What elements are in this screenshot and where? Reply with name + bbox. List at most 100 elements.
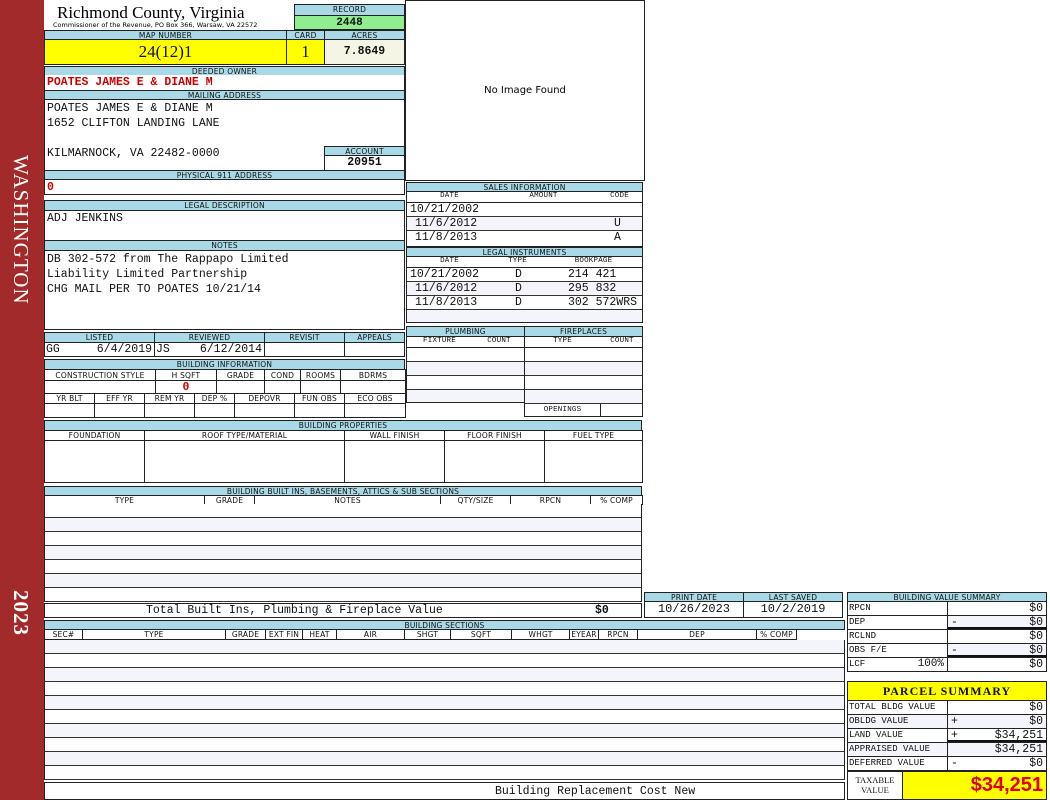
sections-row [44,738,845,752]
sections-col: EYEAR [569,629,599,640]
bvs-label-cell: RPCN [847,601,948,616]
bi-cell [340,380,406,394]
bvs-row-label: RCLND [849,631,877,641]
plumbing-col-count: COUNT [472,337,524,348]
properties-cell [44,440,145,483]
bi-cell [234,403,295,418]
summary-row-label: TOTAL BLDG VALUE [847,700,948,715]
instr-col-book: BOOKPAGE [543,257,642,268]
bi-cell [44,380,156,394]
builtins-row [44,518,642,532]
notes-line: DB 302-572 from The Rappapo Limited [47,253,289,266]
properties-cell [544,440,643,483]
bi-cell [194,403,235,418]
sections-row [44,696,845,710]
sections-col: SQFT [450,629,512,640]
instr-book: 214 421 [568,268,617,281]
lcf-percent: 100% [917,658,944,670]
builtins-row [44,504,642,518]
bvs-value: $0 [1029,658,1043,671]
map-number: 24(12)1 [44,39,287,65]
sections-col: EXT FIN [265,629,303,640]
fireplace-row [525,390,642,404]
reviewed-date: 6/12/2014 [199,343,262,356]
reviewed-cell: JS 6/12/2014 [154,342,265,357]
sections-row [44,724,845,738]
summary-row-label: LAND VALUE [847,728,948,743]
district-label: WASHINGTON [9,155,33,305]
sales-row: 11/8/2013 A [407,231,642,246]
plumbing-row [407,362,524,376]
instrument-row: 11/8/2013 D 302 572WRS [407,296,642,310]
builtins-total-label: Total Built Ins, Plumbing & Fireplace Va… [146,604,443,617]
summary-value-cell: + $34,251 [947,728,1047,743]
last-saved-date: 10/2/2019 [743,601,843,618]
bvs-label-cell: OBS F/E [847,643,948,658]
acres-value: 7.8649 [324,39,405,65]
sections-col: DEP [637,629,757,640]
mailing-line2: 1652 CLIFTON LANDING LANE [47,117,220,130]
builtins-total-row: Total Built Ins, Plumbing & Fireplace Va… [44,603,642,618]
instr-date: 10/21/2002 [410,268,480,281]
listed-date: 6/4/2019 [96,343,152,356]
bi-cell [344,403,406,418]
sections-col: RPCN [598,629,638,640]
listed-cell: GG 6/4/2019 [44,342,155,357]
properties-cell [144,440,345,483]
bvs-operator: - [951,644,958,657]
account-number: 20951 [324,155,405,171]
appeals-cell [344,342,405,357]
instrument-row: 10/21/2002 D 214 421 [407,268,642,282]
summary-row-label: OBLDG VALUE [847,714,948,729]
summary-value: $34,251 [994,743,1043,756]
properties-cell [344,440,445,483]
summary-operator: + [951,729,958,742]
mailing-line1: POATES JAMES E & DIANE M [47,102,213,115]
bvs-row-label: LCF [849,659,866,669]
summary-value-cell: - $0 [947,756,1047,771]
sidebar: WASHINGTON 2023 [0,0,44,800]
instr-book: 302 572WRS [568,296,638,309]
county-subtitle: Commissioner of the Revenue, PO Box 366,… [53,21,258,29]
summary-value: $0 [1029,701,1043,714]
bvs-value: $0 [1029,616,1043,629]
summary-value-cell: $0 [947,700,1047,715]
sales-table: DATE AMOUNT CODE 10/21/2002 11/6/2012 U 1… [406,191,643,247]
parcel-summary-title: PARCEL SUMMARY [847,681,1047,701]
no-image-text: No Image Found [484,85,566,96]
summary-row-label: APPRAISED VALUE [847,742,948,757]
bi-cell [300,380,341,394]
bvs-row-label: DEP [849,617,866,627]
fireplaces-table: TYPE COUNT OPENINGS [524,336,643,417]
sale-code: A [614,231,621,244]
bvs-value: $0 [1029,602,1043,615]
year-label: 2023 [9,590,33,636]
sections-col: HEAT [302,629,337,640]
plumbing-row [407,376,524,390]
bvs-value-cell: $0 [947,601,1047,616]
summary-value: $0 [1029,757,1043,770]
builtins-total-value: $0 [595,604,609,617]
summary-value: $0 [1029,715,1043,728]
summary-value-cell: $34,251 [947,742,1047,757]
sections-row [44,682,845,696]
sections-col: AIR [336,629,405,640]
print-date: 10/26/2023 [644,601,744,618]
sections-row [44,654,845,668]
fireplace-col-count: COUNT [600,337,642,348]
plumbing-row [407,390,524,402]
builtins-row [44,574,642,588]
bvs-value: $0 [1029,630,1043,643]
sections-col: WHGT [511,629,570,640]
sale-code: U [614,217,621,230]
sections-col: % COMP [756,629,797,640]
instrument-row [407,310,642,322]
notes-line: CHG MAIL PER TO POATES 10/21/14 [47,283,261,296]
fireplace-row [525,362,642,376]
bvs-value: $0 [1029,644,1043,657]
sections-row [44,766,845,780]
sales-col-code: CODE [595,192,642,203]
county-title: Richmond County, Virginia [57,3,245,22]
sections-col: SHGT [404,629,451,640]
instr-date: 11/6/2012 [415,282,478,295]
